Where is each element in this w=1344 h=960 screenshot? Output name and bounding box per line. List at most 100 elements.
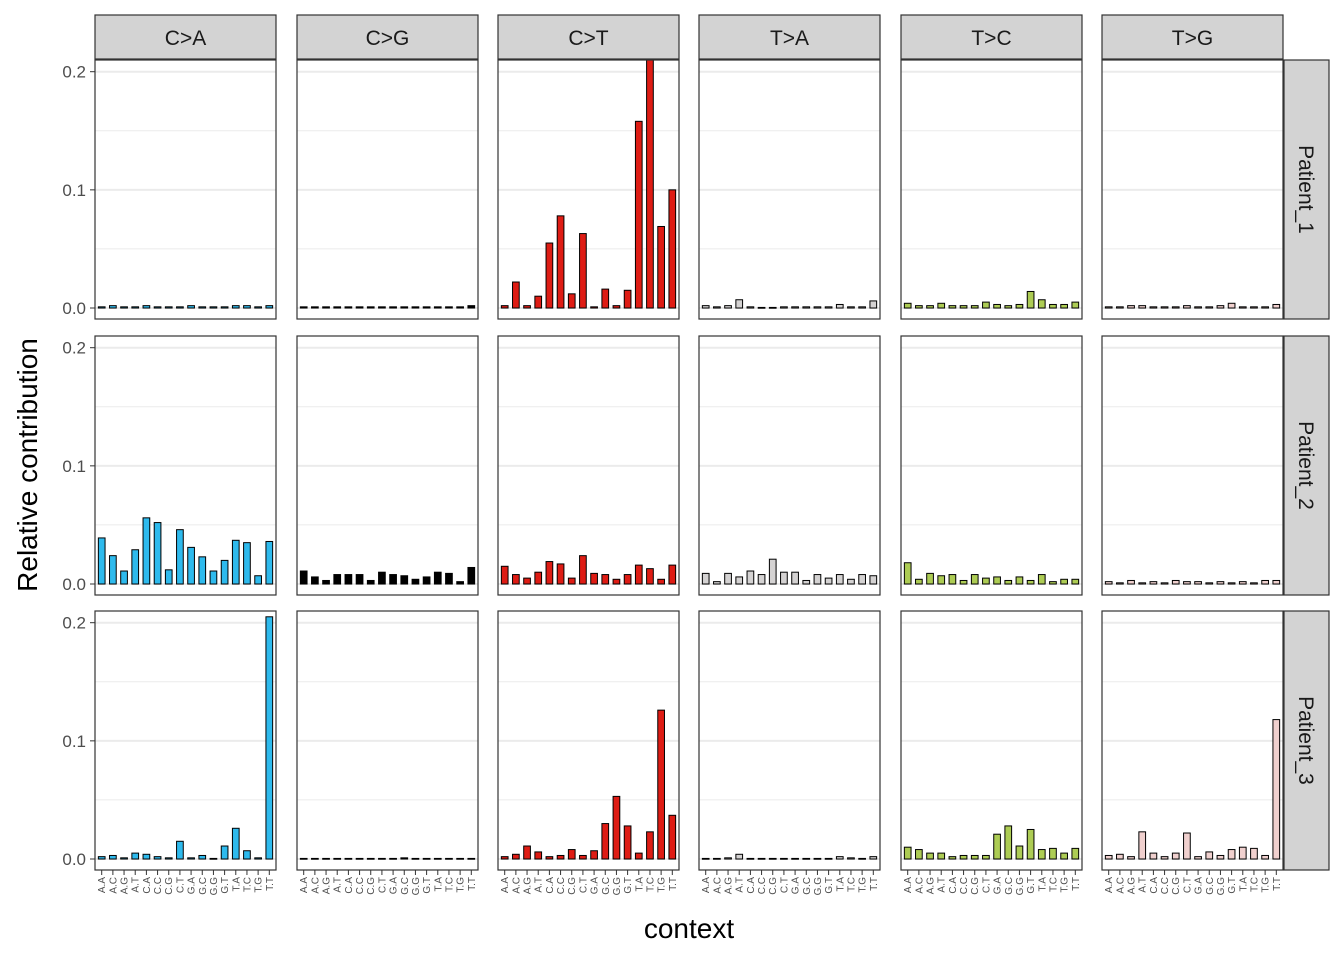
bar-T.G: [254, 306, 262, 309]
facet-strip-label: Patient_2: [1294, 421, 1317, 510]
x-tick-label: T.C: [1048, 877, 1059, 892]
bar-A.A: [500, 856, 509, 860]
bar-A.A: [1104, 854, 1113, 860]
bar-T.C: [1049, 581, 1057, 585]
bar-G.A: [590, 572, 598, 585]
panel-border: [296, 59, 479, 320]
bar-A.C: [1116, 306, 1124, 309]
bar-A.T: [1138, 831, 1147, 860]
bar-T.G: [1060, 852, 1068, 860]
bar-C.C: [757, 574, 766, 585]
x-tick-label: T.C: [1249, 877, 1260, 892]
bar-C.C: [1160, 582, 1169, 585]
x-tick-label: A.T: [937, 877, 948, 893]
bar-A.A: [903, 562, 912, 585]
bar-G.T: [824, 577, 833, 585]
bar-A.C: [1116, 853, 1124, 860]
facet-strip-label: Patient_1: [1294, 145, 1317, 234]
bar-A.G: [1127, 579, 1135, 585]
bar-T.A: [835, 856, 844, 860]
bar-G.G: [209, 857, 218, 860]
bar-G.T: [824, 857, 833, 860]
bar-A.T: [735, 853, 744, 860]
x-tick-label: C.A: [948, 877, 959, 894]
bar-C.C: [1160, 856, 1169, 860]
panel-border: [296, 610, 479, 871]
x-tick-label: G.T: [623, 877, 634, 894]
bar-C.T: [176, 840, 184, 860]
bar-G.G: [612, 578, 621, 585]
x-tick-label: T.A: [835, 877, 846, 892]
bar-A.T: [333, 857, 342, 860]
facet-strip-Patient_1: [1283, 59, 1330, 320]
x-tick-label: A.T: [131, 877, 142, 893]
x-tick-label: T.A: [433, 877, 444, 892]
bar-T.A: [634, 564, 643, 585]
bar-A.C: [512, 853, 520, 860]
bar-A.G: [1127, 305, 1135, 309]
x-tick-label: T.A: [231, 877, 242, 892]
bar-T.G: [1060, 578, 1068, 585]
bar-A.C: [512, 574, 520, 585]
bar-G.C: [198, 556, 207, 585]
bar-T.G: [456, 306, 464, 309]
bar-G.C: [198, 306, 207, 309]
bar-G.C: [601, 288, 610, 309]
x-tick-label: A.C: [511, 877, 522, 894]
y-tick-label: 0.1: [62, 732, 86, 751]
bar-C.C: [355, 574, 364, 585]
bar-T.C: [445, 572, 453, 585]
x-tick-label: T.C: [242, 877, 253, 892]
bar-T.T: [1071, 301, 1080, 309]
x-tick-label: G.C: [1004, 877, 1015, 895]
facet-strip-T>A: [698, 14, 881, 60]
bar-A.A: [1104, 581, 1113, 585]
bar-A.T: [735, 576, 744, 585]
facet-strip-label: T>C: [971, 27, 1011, 50]
bar-C.G: [970, 305, 979, 309]
x-tick-label: C.T: [1182, 877, 1193, 893]
bar-C.C: [959, 305, 968, 309]
bar-T.C: [1049, 303, 1057, 309]
x-tick-label: A.G: [1127, 877, 1138, 894]
bar-G.A: [187, 305, 195, 309]
bar-C.A: [948, 305, 957, 309]
bar-A.A: [97, 537, 106, 585]
bar-C.G: [164, 857, 173, 860]
bar-C.T: [1183, 305, 1191, 309]
bar-G.T: [1227, 849, 1236, 860]
bar-C.T: [780, 857, 788, 860]
bar-C.C: [355, 857, 364, 860]
facet-strip-Patient_3: [1283, 610, 1330, 871]
bar-T.G: [858, 857, 866, 860]
bar-A.C: [915, 305, 923, 309]
x-tick-label: T.T: [1071, 877, 1082, 891]
x-tick-label: C.G: [1171, 877, 1182, 895]
panel-border: [497, 610, 680, 871]
bar-T.A: [433, 857, 442, 860]
bar-A.C: [713, 306, 721, 309]
bar-G.G: [411, 857, 420, 860]
x-tick-label: A.C: [712, 877, 723, 894]
bar-T.G: [254, 857, 262, 860]
bar-T.T: [869, 856, 878, 860]
x-tick-label: A.G: [523, 877, 534, 894]
bar-G.G: [1015, 303, 1024, 309]
facet-strip-label: C>A: [165, 27, 206, 50]
bar-T.T: [265, 616, 274, 860]
panel-border: [1101, 335, 1284, 596]
facet-strip-Patient_2: [1283, 335, 1330, 596]
bar-T.G: [657, 578, 665, 585]
bar-C.C: [556, 215, 565, 309]
bar-A.G: [322, 579, 330, 585]
bar-G.G: [1015, 845, 1024, 860]
bar-A.G: [322, 306, 330, 309]
x-tick-label: G.G: [612, 877, 623, 896]
bar-T.G: [456, 581, 464, 585]
bar-A.C: [915, 849, 923, 860]
x-tick-label: T.G: [254, 877, 265, 893]
bar-C.A: [344, 574, 353, 585]
bar-C.G: [567, 577, 576, 585]
bar-G.A: [791, 306, 799, 309]
